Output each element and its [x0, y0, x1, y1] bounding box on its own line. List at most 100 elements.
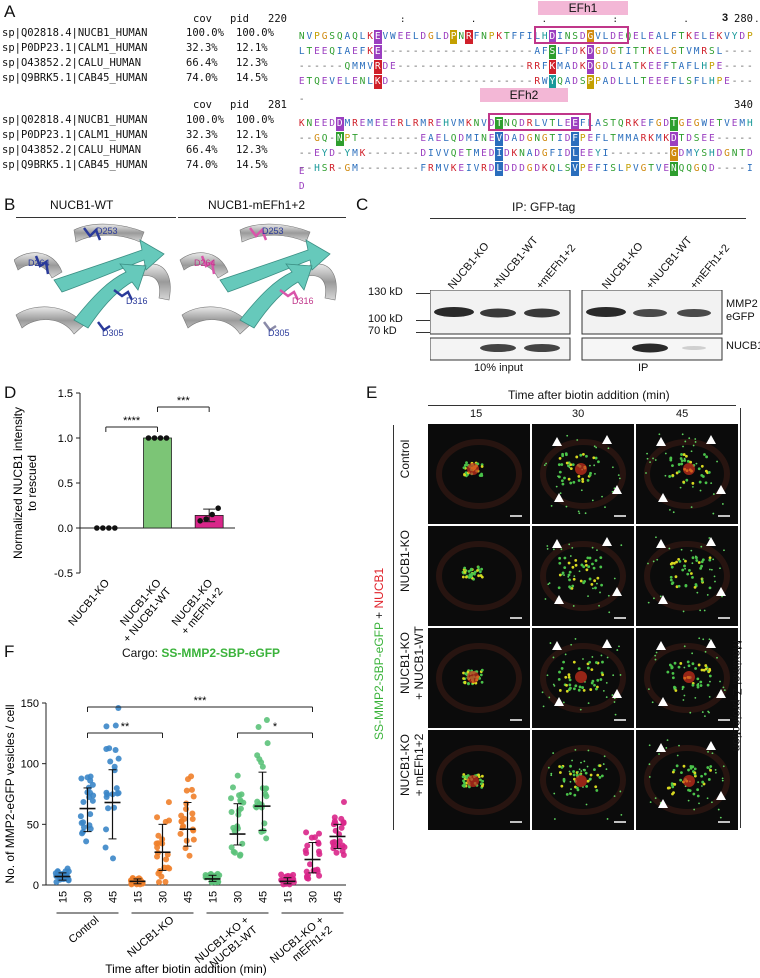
data-point	[80, 798, 87, 805]
residue: A	[564, 76, 571, 87]
residue: -	[746, 133, 753, 144]
data-point	[115, 755, 122, 762]
residue: W	[390, 31, 396, 42]
data-point	[186, 852, 193, 859]
residue: E	[374, 118, 381, 129]
residue: I	[746, 163, 753, 174]
alignment-seq-id: sp|Q9BRK5.1|CAB45_HUMAN	[2, 159, 148, 171]
residue: G	[526, 133, 533, 144]
residue: -	[465, 61, 472, 72]
residue: H	[746, 118, 753, 129]
residue: T	[640, 76, 647, 87]
residue: M	[359, 61, 366, 72]
residue: T	[678, 133, 685, 144]
residue: E	[686, 118, 692, 129]
residue: -	[465, 46, 472, 57]
residue: D	[443, 31, 449, 42]
residue: -	[625, 148, 632, 159]
residue: -	[731, 163, 738, 174]
data-point	[230, 824, 237, 831]
residue: M	[693, 46, 700, 57]
alignment-pid: 14.5%	[236, 72, 268, 84]
residue: -	[731, 61, 738, 72]
residue-d316-mut: D316	[292, 296, 314, 306]
data-point	[183, 787, 190, 794]
data-point	[340, 851, 347, 858]
residue: -	[298, 94, 305, 105]
residue: D	[602, 61, 609, 72]
significance-label: *	[273, 721, 278, 733]
residue: -	[739, 163, 746, 174]
data-point	[338, 824, 345, 831]
residue: V	[443, 163, 449, 174]
western-blot	[430, 290, 723, 361]
residue: -	[526, 76, 533, 87]
residue: -	[496, 61, 503, 72]
panel-f-chart: 0 50 100 150 No. of MMP2-eGFP vesicles / cel…	[3, 695, 348, 976]
micrograph-tile	[636, 730, 738, 830]
e-right-bracket	[740, 408, 741, 828]
residue: -	[526, 46, 533, 57]
residue: V	[724, 31, 730, 42]
residue: -	[367, 163, 373, 174]
data-point	[262, 785, 269, 792]
residue: L	[701, 31, 708, 42]
residue: G	[541, 133, 548, 144]
residue: E	[663, 163, 670, 174]
residue: E	[352, 76, 358, 87]
residue: E	[708, 133, 715, 144]
residue: -	[617, 148, 624, 159]
residue: Q	[450, 148, 457, 159]
residue: -	[488, 61, 495, 72]
residue: L	[617, 76, 624, 87]
x-tick-label: 15	[58, 891, 70, 903]
data-point	[178, 818, 185, 825]
residue: D	[534, 148, 541, 159]
residue: V	[571, 162, 579, 176]
micrograph-tile	[636, 628, 738, 728]
residue: -	[412, 46, 419, 57]
data-point	[65, 876, 72, 883]
residue: R	[526, 61, 533, 72]
residue: E	[458, 148, 465, 159]
residue: -	[336, 148, 343, 159]
residue: D	[518, 117, 526, 131]
residue: E	[321, 46, 328, 57]
residue: M	[617, 133, 624, 144]
data-point	[154, 814, 161, 821]
residue: E	[458, 163, 465, 174]
data-point	[280, 881, 287, 888]
residue: G	[586, 30, 595, 44]
data-point	[103, 746, 110, 753]
residue: R	[329, 163, 336, 174]
conservation-marks: : . . : . .	[400, 15, 760, 25]
residue: L	[625, 76, 632, 87]
data-point	[103, 789, 110, 796]
residue: D	[420, 148, 427, 159]
protein-structure-render: D253 D264 D316 D305 D253 D264 D316 D305	[14, 223, 337, 338]
residue: -	[306, 163, 313, 174]
residue: L	[344, 76, 351, 87]
data-point	[331, 814, 338, 821]
category-label: NUCB1-KO+ NUCB1-WT	[111, 577, 174, 643]
residue: H	[443, 118, 449, 129]
residue: S	[548, 45, 557, 59]
alignment-cov: 100.0%	[186, 27, 224, 39]
data-point	[65, 868, 72, 875]
residue: F	[420, 163, 427, 174]
data-point	[110, 855, 117, 862]
residue: D	[572, 76, 579, 87]
residue: V	[367, 61, 373, 72]
group-label: NUCB1-KO +mEFh1+2	[268, 914, 335, 976]
lane-label: NUCB1-KO	[600, 240, 646, 292]
residue: N	[481, 31, 487, 42]
residue: L	[443, 133, 449, 144]
residue: Y	[693, 148, 700, 159]
data-point	[303, 873, 310, 880]
residue: -	[390, 163, 396, 174]
f-cargo-label: Cargo:	[122, 646, 159, 660]
residue: G	[671, 46, 677, 57]
residue: N	[359, 76, 366, 87]
e-channel-green: SS-MMP2-SBP-eGFP	[372, 622, 386, 740]
